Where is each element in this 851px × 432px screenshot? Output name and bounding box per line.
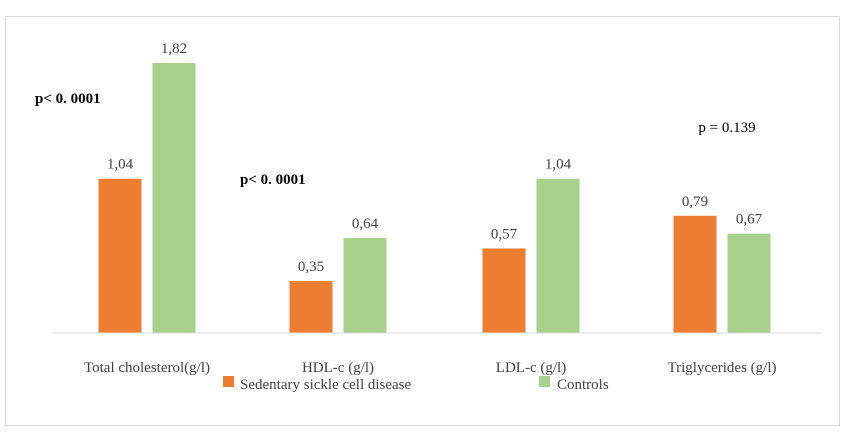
p-value-annotation-hdl-c-g-l: p< 0. 0001: [240, 172, 306, 188]
category-tick-ldl-c-g-l: LDL-c (g/l): [496, 360, 566, 376]
p-value-annotation-total-cholesterol-g-l: p< 0. 0001: [35, 91, 101, 107]
value-label-sedentary-sickle-cell-disease-triglycerides-g-l: 0,79: [682, 194, 708, 210]
bars-group: [98, 63, 771, 334]
value-label-controls-ldl-c-g-l: 1,04: [545, 157, 572, 173]
bar-sedentary-sickle-cell-disease-ldl-c-g-l: [482, 248, 526, 333]
legend: Sedentary sickle cell disease Controls: [223, 376, 609, 393]
bar-controls-ldl-c-g-l: [536, 178, 580, 333]
category-tick-hdl-c-g-l: HDL-c (g/l): [302, 360, 374, 376]
bar-controls-triglycerides-g-l: [727, 233, 771, 333]
p-value-annotation-triglycerides-g-l: p = 0.139: [698, 120, 755, 136]
bar-sedentary-sickle-cell-disease-total-cholesterol-g-l: [98, 178, 142, 333]
legend-label-controls: Controls: [557, 377, 609, 393]
category-ticks-group: Total cholesterol(g/l) HDL-c (g/l) LDL-c (…: [84, 360, 777, 376]
value-label-controls-total-cholesterol-g-l: 1,82: [161, 41, 187, 57]
legend-swatch-controls: [539, 376, 550, 387]
value-label-controls-triglycerides-g-l: 0,67: [736, 212, 763, 228]
bar-controls-total-cholesterol-g-l: [152, 63, 196, 334]
value-label-sedentary-sickle-cell-disease-ldl-c-g-l: 0,57: [491, 226, 518, 242]
bar-sedentary-sickle-cell-disease-hdl-c-g-l: [289, 281, 333, 333]
value-label-controls-hdl-c-g-l: 0,64: [352, 216, 379, 232]
bar-controls-hdl-c-g-l: [343, 238, 387, 333]
category-tick-triglycerides-g-l: Triglycerides (g/l): [667, 360, 776, 376]
value-label-sedentary-sickle-cell-disease-hdl-c-g-l: 0,35: [298, 259, 324, 275]
legend-label-sedentary: Sedentary sickle cell disease: [240, 377, 412, 393]
value-labels-group: 1,04 1,82 0,35 0,64 0,57 1,04 0,79 0,67: [107, 41, 763, 275]
annotations-group: p< 0. 0001 p< 0. 0001 p = 0.139: [35, 91, 756, 188]
legend-swatch-sedentary: [223, 376, 234, 387]
value-label-sedentary-sickle-cell-disease-total-cholesterol-g-l: 1,04: [107, 157, 134, 173]
bar-sedentary-sickle-cell-disease-triglycerides-g-l: [673, 215, 717, 333]
category-tick-total-cholesterol-g-l: Total cholesterol(g/l): [84, 360, 210, 376]
